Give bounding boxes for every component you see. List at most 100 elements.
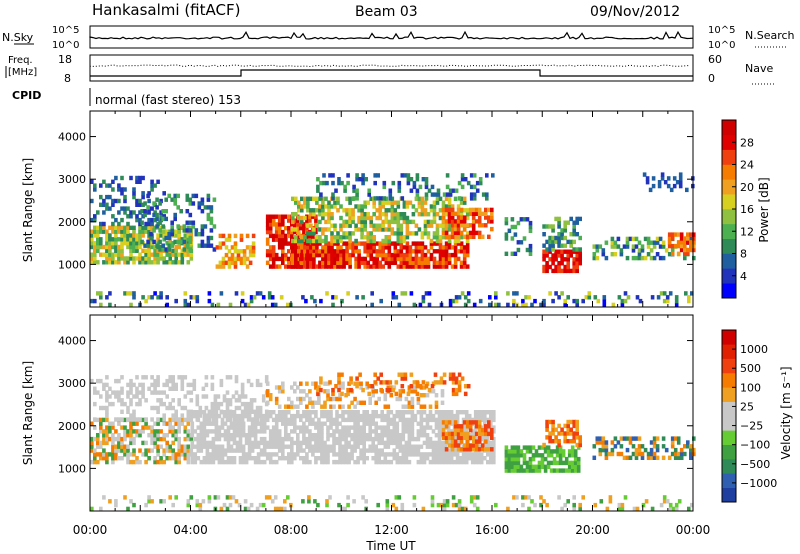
range-gate-cell — [644, 499, 649, 504]
range-gate-cell — [144, 502, 148, 508]
range-gate-cell — [431, 448, 436, 453]
range-gate-cell — [212, 224, 217, 229]
range-gate-cell — [314, 218, 318, 223]
range-gate-cell — [540, 453, 545, 458]
range-gate-cell — [138, 221, 142, 227]
range-gate-cell — [569, 268, 573, 274]
range-gate-cell — [199, 444, 204, 449]
range-gate-cell — [377, 440, 381, 446]
range-gate-cell — [576, 468, 581, 473]
range-gate-cell — [356, 425, 360, 430]
range-gate-cell — [236, 249, 241, 254]
range-gate-cell — [363, 200, 367, 205]
range-gate-cell — [323, 448, 327, 453]
range-gate-cell — [170, 228, 174, 233]
range-gate-cell — [670, 236, 675, 241]
range-gate-cell — [353, 410, 357, 415]
range-gate-cell — [513, 468, 518, 473]
range-gate-cell — [238, 429, 243, 434]
range-gate-cell — [296, 444, 300, 449]
range-gate-cell — [287, 218, 291, 223]
range-gate-cell — [450, 443, 455, 448]
range-gate-cell — [625, 236, 630, 242]
range-gate-cell — [135, 394, 139, 399]
range-gate-cell — [432, 260, 437, 265]
range-gate-cell — [141, 295, 145, 300]
range-gate-cell — [102, 210, 106, 215]
range-gate-cell — [392, 440, 397, 446]
range-gate-cell — [557, 295, 561, 300]
nsky-tick-bottom: 10^0 — [52, 40, 79, 51]
range-gate-cell — [420, 208, 425, 213]
range-gate-cell — [528, 247, 533, 253]
range-gate-cell — [443, 410, 448, 415]
range-gate-cell — [102, 440, 106, 446]
range-gate-cell — [504, 468, 509, 473]
range-gate-cell — [368, 417, 372, 423]
range-gate-cell — [126, 459, 130, 465]
range-gate-cell — [138, 237, 142, 242]
range-gate-cell — [383, 444, 388, 449]
range-gate-cell — [378, 245, 382, 250]
range-gate-cell — [549, 449, 554, 454]
range-gate-cell — [114, 229, 118, 234]
range-gate-cell — [281, 237, 285, 242]
range-gate-cell — [421, 380, 426, 385]
range-gate-cell — [683, 255, 687, 261]
range-gate-cell — [566, 419, 570, 425]
range-gate-cell — [471, 435, 476, 440]
range-gate-cell — [243, 405, 248, 411]
range-gate-cell — [96, 210, 100, 215]
range-gate-cell — [232, 440, 237, 446]
range-gate-cell — [447, 234, 452, 239]
range-gate-cell — [366, 238, 370, 244]
range-gate-cell — [274, 433, 279, 438]
range-gate-cell — [229, 444, 234, 449]
range-gate-cell — [186, 452, 191, 457]
range-gate-cell — [237, 394, 242, 399]
range-gate-cell — [342, 219, 346, 225]
range-gate-cell — [557, 235, 561, 241]
range-gate-cell — [554, 249, 558, 254]
range-gate-cell — [441, 427, 446, 433]
range-gate-cell — [180, 448, 185, 453]
range-gate-cell — [453, 439, 458, 444]
range-gate-cell — [291, 227, 295, 232]
range-gate-cell — [190, 440, 195, 446]
range-gate-cell — [274, 237, 279, 242]
range-gate-cell — [488, 302, 492, 308]
range-gate-cell — [186, 456, 191, 461]
range-gate-cell — [419, 413, 424, 419]
range-gate-cell — [271, 214, 276, 219]
range-gate-cell — [663, 180, 668, 185]
range-gate-cell — [453, 249, 458, 254]
range-gate-cell — [150, 382, 154, 388]
range-gate-cell — [389, 459, 394, 465]
range-gate-cell — [353, 440, 357, 446]
range-gate-cell — [471, 447, 476, 452]
range-gate-cell — [284, 226, 288, 231]
range-gate-cell — [102, 448, 106, 453]
range-gate-cell — [274, 226, 279, 231]
range-gate-cell — [473, 436, 478, 442]
range-gate-cell — [457, 506, 462, 512]
range-gate-cell — [381, 256, 385, 262]
range-gate-cell — [602, 295, 607, 300]
range-gate-cell — [111, 440, 115, 446]
range-gate-cell — [283, 499, 287, 504]
range-gate-cell — [510, 445, 515, 450]
range-gate-cell — [404, 425, 409, 430]
range-gate-cell — [453, 223, 458, 228]
range-gate-cell — [167, 243, 171, 248]
range-gate-cell — [384, 208, 389, 213]
range-gate-cell — [253, 410, 258, 415]
range-gate-cell — [330, 238, 334, 244]
range-gate-cell — [321, 252, 325, 258]
range-gate-cell — [557, 423, 561, 429]
range-gate-cell — [102, 429, 106, 434]
range-gate-cell — [469, 192, 474, 197]
range-gate-cell — [666, 176, 671, 181]
range-gate-cell — [683, 444, 687, 449]
range-gate-cell — [670, 444, 675, 449]
range-gate-cell — [363, 204, 367, 209]
